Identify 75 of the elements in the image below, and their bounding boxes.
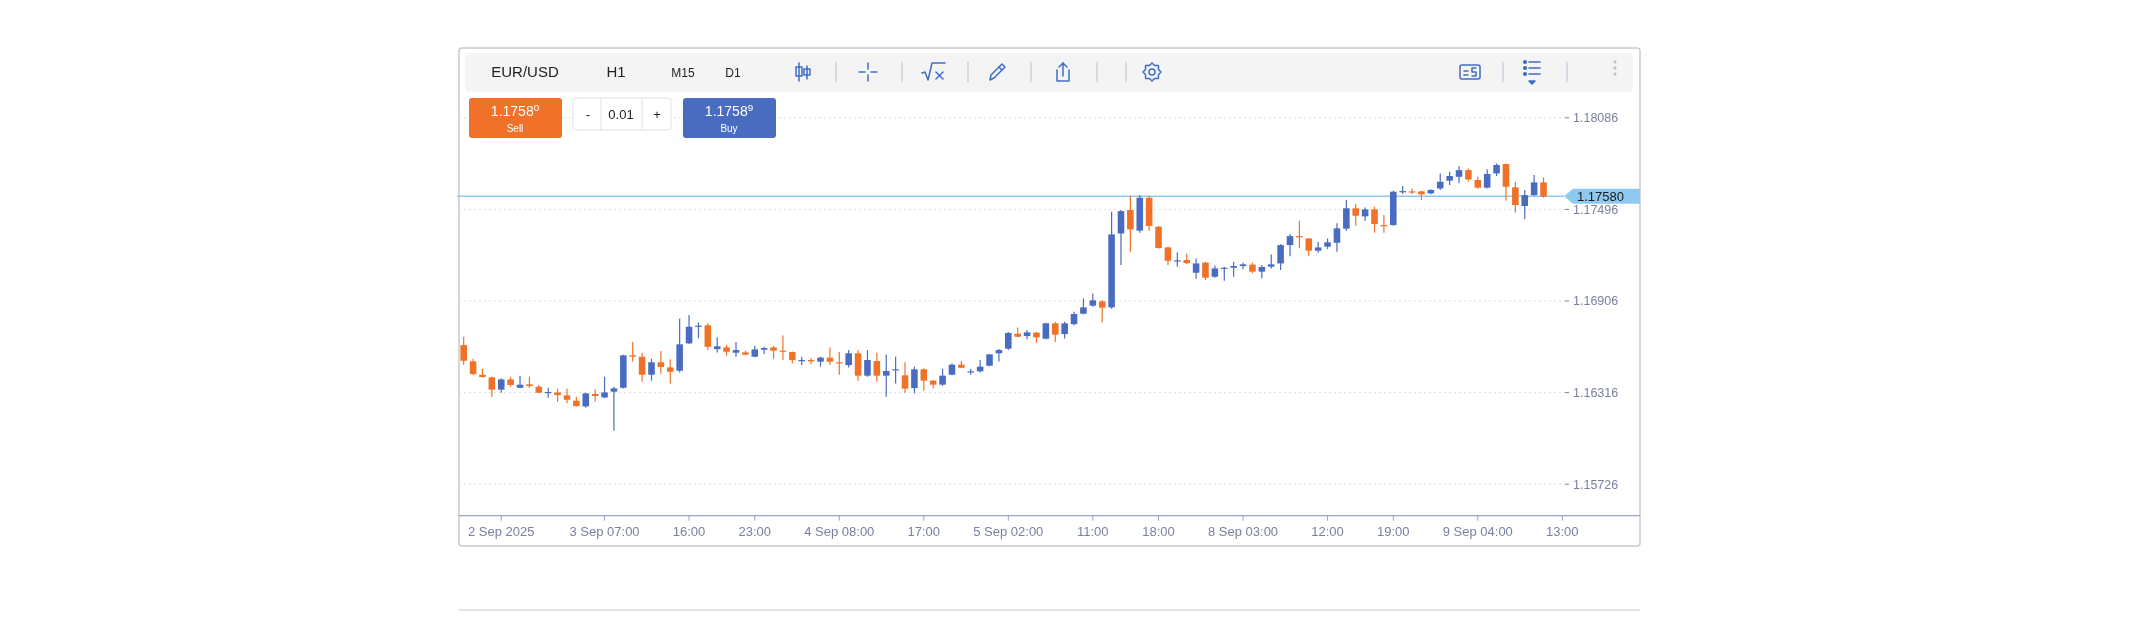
x-tick-label: 16:00 [672, 523, 706, 539]
x-tick-label: 19:00 [1377, 523, 1410, 539]
candlestick [1455, 165, 1463, 184]
y-tick-label: 1.17496 [1573, 202, 1619, 217]
candlestick [666, 358, 674, 385]
candlestick [516, 375, 524, 389]
candlestick [1521, 189, 1529, 220]
text: H1 [606, 63, 626, 80]
y-tick-label: 1.16316 [1573, 385, 1619, 400]
candlestick [1239, 262, 1247, 270]
candlestick [1005, 331, 1012, 351]
candlestick [836, 351, 843, 376]
annotation: - [585, 107, 591, 122]
candlestick [1202, 261, 1209, 281]
annotation: 0.01 [608, 107, 634, 122]
candlestick [563, 387, 571, 404]
candlestick [638, 352, 646, 383]
candlestick [1286, 233, 1294, 257]
candlestick [610, 386, 618, 432]
candlestick [1023, 329, 1031, 340]
candlestick [1277, 243, 1284, 271]
candlestick [460, 336, 467, 366]
candlestick [1343, 199, 1350, 232]
candlestick [1117, 209, 1125, 266]
x-tick-label: 2 Sep 2025 [468, 523, 535, 539]
candlestick [1352, 203, 1360, 227]
candlestick [1051, 321, 1059, 343]
annotation: + [653, 107, 661, 122]
candlestick [1192, 257, 1200, 280]
candlestick [1512, 181, 1519, 214]
annotation: 1.1758$^{0}$ [490, 101, 540, 119]
x-tick-label: 18:00 [1142, 523, 1175, 539]
y-tick-label: 1.16906 [1573, 294, 1619, 309]
candlestick [1408, 187, 1416, 195]
annotation: Sell [506, 123, 524, 134]
candlestick [920, 367, 928, 392]
x-tick-label: 23:00 [738, 523, 772, 539]
candlestick [1098, 299, 1106, 324]
candlestick [911, 366, 918, 394]
x-tick-label: 12:00 [1311, 523, 1344, 539]
candlestick [864, 349, 871, 378]
candlestick [901, 361, 909, 394]
ref-line-label: 1.17580 [1577, 188, 1624, 204]
candlestick [1540, 176, 1547, 199]
x-tick-label: 3 Sep 07:00 [569, 523, 640, 539]
candlestick [1127, 195, 1134, 253]
text: D1 [725, 66, 741, 80]
x-tick-label: 8 Sep 03:00 [1207, 523, 1279, 539]
x-tick-label: 13:00 [1546, 523, 1579, 539]
candlestick [892, 356, 899, 385]
text: M15 [671, 66, 695, 80]
candlestick [629, 341, 636, 363]
candlestick [1371, 206, 1378, 234]
x-tick-label: 5 Sep 02:00 [973, 523, 1044, 539]
candlestick [1502, 162, 1510, 202]
x-tick-label: 4 Sep 08:00 [804, 523, 875, 539]
y-tick-label: 1.15726 [1573, 477, 1619, 492]
chart-title: EUR/USD [491, 63, 559, 80]
annotation: Buy [720, 123, 738, 134]
candlestick [657, 350, 665, 375]
x-tick-label: 11:00 [1077, 523, 1109, 539]
candlestick [1333, 222, 1341, 253]
candlestick [1530, 174, 1538, 197]
candlestick [601, 376, 608, 399]
y-tick-label: 1.18086 [1573, 111, 1619, 126]
x-tick-label: 17:00 [907, 523, 941, 539]
x-tick-label: 9 Sep 04:00 [1442, 523, 1513, 539]
candlestick [882, 353, 890, 398]
candlestick [732, 341, 740, 358]
annotation: 1.1758$^{9}$ [704, 101, 754, 119]
candlestick [873, 352, 881, 383]
candlestick [704, 322, 712, 351]
candlestick [854, 349, 862, 382]
candlestick [1155, 225, 1162, 250]
candlestick [648, 358, 655, 382]
